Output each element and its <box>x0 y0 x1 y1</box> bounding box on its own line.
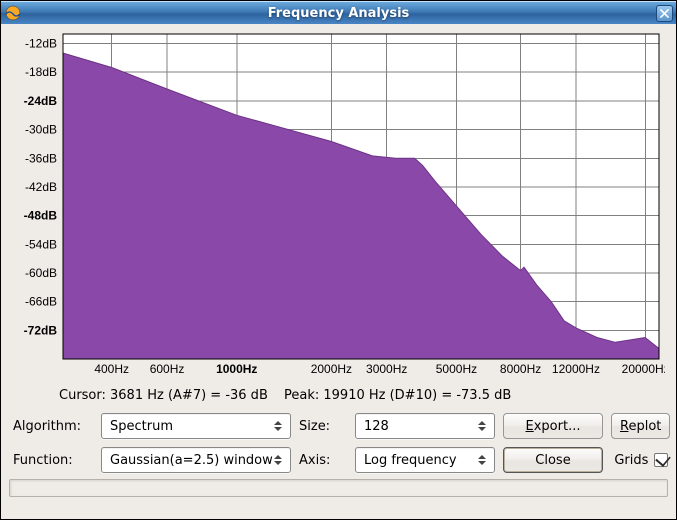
algorithm-value: Spectrum <box>110 419 173 434</box>
replot-button[interactable]: Replot <box>611 413 670 439</box>
window-close-button[interactable] <box>656 5 673 22</box>
window: Frequency Analysis -12dB-18dB-24dB-30dB-… <box>0 0 677 520</box>
svg-text:-54dB: -54dB <box>25 237 57 251</box>
svg-text:5000Hz: 5000Hz <box>436 362 477 376</box>
chart-area: -12dB -18dB -24dB -30dB -36dB -42dB -48dB -54dB… <box>1 24 676 384</box>
axis-label: Axis: <box>299 453 347 468</box>
status-bar <box>9 479 668 497</box>
function-select[interactable]: Gaussian(a=2.5) window <box>101 447 291 473</box>
axis-value: Log frequency <box>364 453 457 468</box>
svg-text:1000Hz: 1000Hz <box>216 362 257 376</box>
svg-text:8000Hz: 8000Hz <box>500 362 541 376</box>
size-select[interactable]: 128 <box>355 413 495 439</box>
size-value: 128 <box>364 419 389 434</box>
svg-text:600Hz: 600Hz <box>150 362 185 376</box>
algorithm-label: Algorithm: <box>13 419 93 434</box>
readout: Cursor: 3681 Hz (A#7) = -36 dB Peak: 199… <box>1 384 676 411</box>
svg-text:3000Hz: 3000Hz <box>366 362 407 376</box>
svg-text:12000Hz: 12000Hz <box>552 362 600 376</box>
spinner-icon <box>274 416 286 436</box>
controls: Algorithm: Spectrum Size: 128 Export... … <box>1 411 676 479</box>
svg-text:-24dB: -24dB <box>24 94 58 108</box>
cursor-readout: Cursor: 3681 Hz (A#7) = -36 dB <box>59 388 268 403</box>
peak-readout: Peak: 19910 Hz (D#10) = -73.5 dB <box>284 388 511 403</box>
svg-text:-72dB: -72dB <box>24 323 58 337</box>
svg-text:-66dB: -66dB <box>25 295 57 309</box>
size-label: Size: <box>299 419 347 434</box>
algorithm-select[interactable]: Spectrum <box>101 413 291 439</box>
svg-text:-60dB: -60dB <box>25 266 57 280</box>
svg-text:2000Hz: 2000Hz <box>311 362 352 376</box>
grids-checkbox[interactable] <box>654 453 668 467</box>
spectrum-chart[interactable]: -12dB -18dB -24dB -30dB -36dB -42dB -48dB -54dB… <box>11 30 665 378</box>
svg-text:-18dB: -18dB <box>25 65 57 79</box>
svg-text:-30dB: -30dB <box>25 123 57 137</box>
spinner-icon <box>478 450 490 470</box>
titlebar[interactable]: Frequency Analysis <box>1 1 676 24</box>
svg-text:-42dB: -42dB <box>25 180 57 194</box>
close-button[interactable]: Close <box>503 447 603 473</box>
function-label: Function: <box>13 453 93 468</box>
function-value: Gaussian(a=2.5) window <box>110 453 273 468</box>
spinner-icon <box>274 450 286 470</box>
svg-text:-36dB: -36dB <box>25 151 57 165</box>
svg-text:400Hz: 400Hz <box>94 362 129 376</box>
app-icon <box>5 5 21 21</box>
spinner-icon <box>478 416 490 436</box>
svg-text:-12dB: -12dB <box>25 37 57 51</box>
export-button[interactable]: Export... <box>503 413 603 439</box>
svg-text:20000Hz: 20000Hz <box>622 362 665 376</box>
grids-label: Grids <box>614 453 648 468</box>
window-title: Frequency Analysis <box>1 6 676 21</box>
svg-text:-48dB: -48dB <box>24 209 58 223</box>
axis-select[interactable]: Log frequency <box>355 447 495 473</box>
